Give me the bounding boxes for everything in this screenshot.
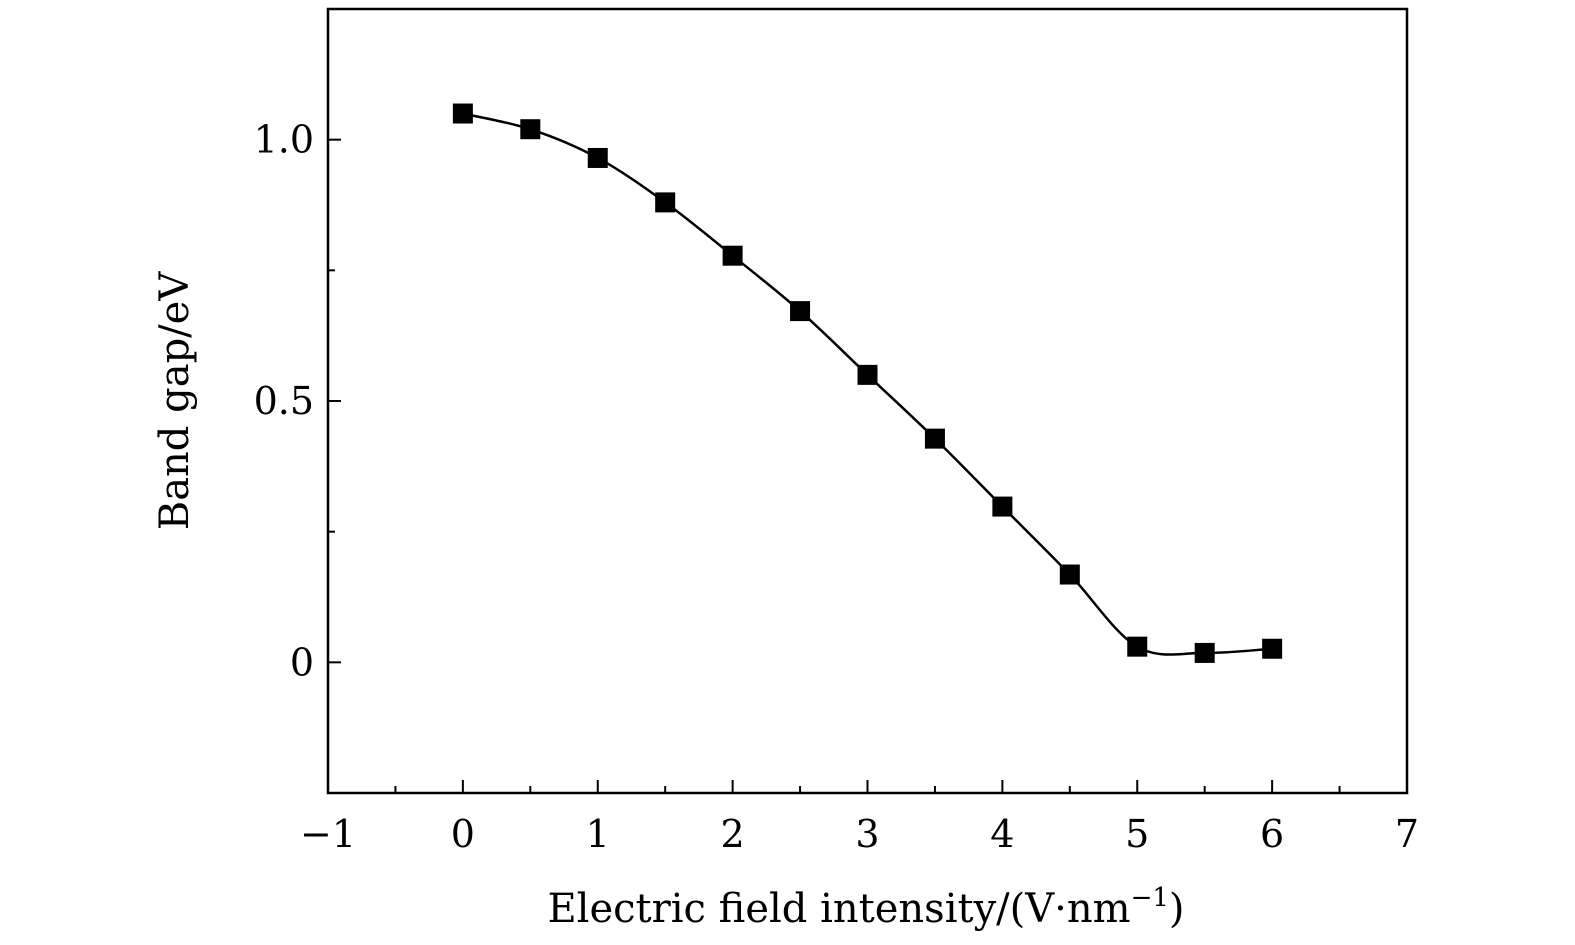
y-tick-label: 0 <box>290 640 314 684</box>
x-tick-label: 6 <box>1260 812 1284 856</box>
data-point-marker <box>857 364 878 385</box>
x-tick-label: 5 <box>1125 812 1149 856</box>
data-point-marker <box>1127 636 1148 657</box>
data-point-marker <box>790 301 811 322</box>
x-axis-title-close: ) <box>1169 886 1185 932</box>
data-point-marker <box>520 119 541 140</box>
data-point-marker <box>992 496 1013 517</box>
x-tick-label: 4 <box>990 812 1014 856</box>
x-tick-label: 2 <box>721 812 745 856</box>
y-tick-label: 1.0 <box>254 118 314 162</box>
data-point-marker <box>722 245 743 266</box>
x-axis-ticks: −1 0 1 2 3 4 5 6 7 <box>300 780 1419 856</box>
x-tick-label: 7 <box>1395 812 1419 856</box>
data-point-marker <box>1262 638 1283 659</box>
plot-frame <box>326 7 1409 795</box>
x-axis-title-superscript: −1 <box>1131 883 1169 913</box>
data-point-marker <box>1194 642 1215 663</box>
x-tick-label: 0 <box>451 812 475 856</box>
series-markers <box>452 103 1283 663</box>
x-tick-label: −1 <box>300 812 356 856</box>
data-point-marker <box>587 147 608 168</box>
x-tick-label: 1 <box>586 812 610 856</box>
data-point-marker <box>1059 564 1080 585</box>
data-point-marker <box>655 192 676 213</box>
data-point-marker <box>452 103 473 124</box>
y-tick-label: 0.5 <box>254 379 314 423</box>
data-point-marker <box>924 428 945 449</box>
y-axis-ticks: 0 0.5 1.0 <box>254 118 341 684</box>
x-tick-label: 3 <box>855 812 879 856</box>
y-axis-title: Band gap/eV <box>152 271 198 531</box>
x-axis-title: Electric field intensity/(V·nm−1) <box>547 883 1184 932</box>
